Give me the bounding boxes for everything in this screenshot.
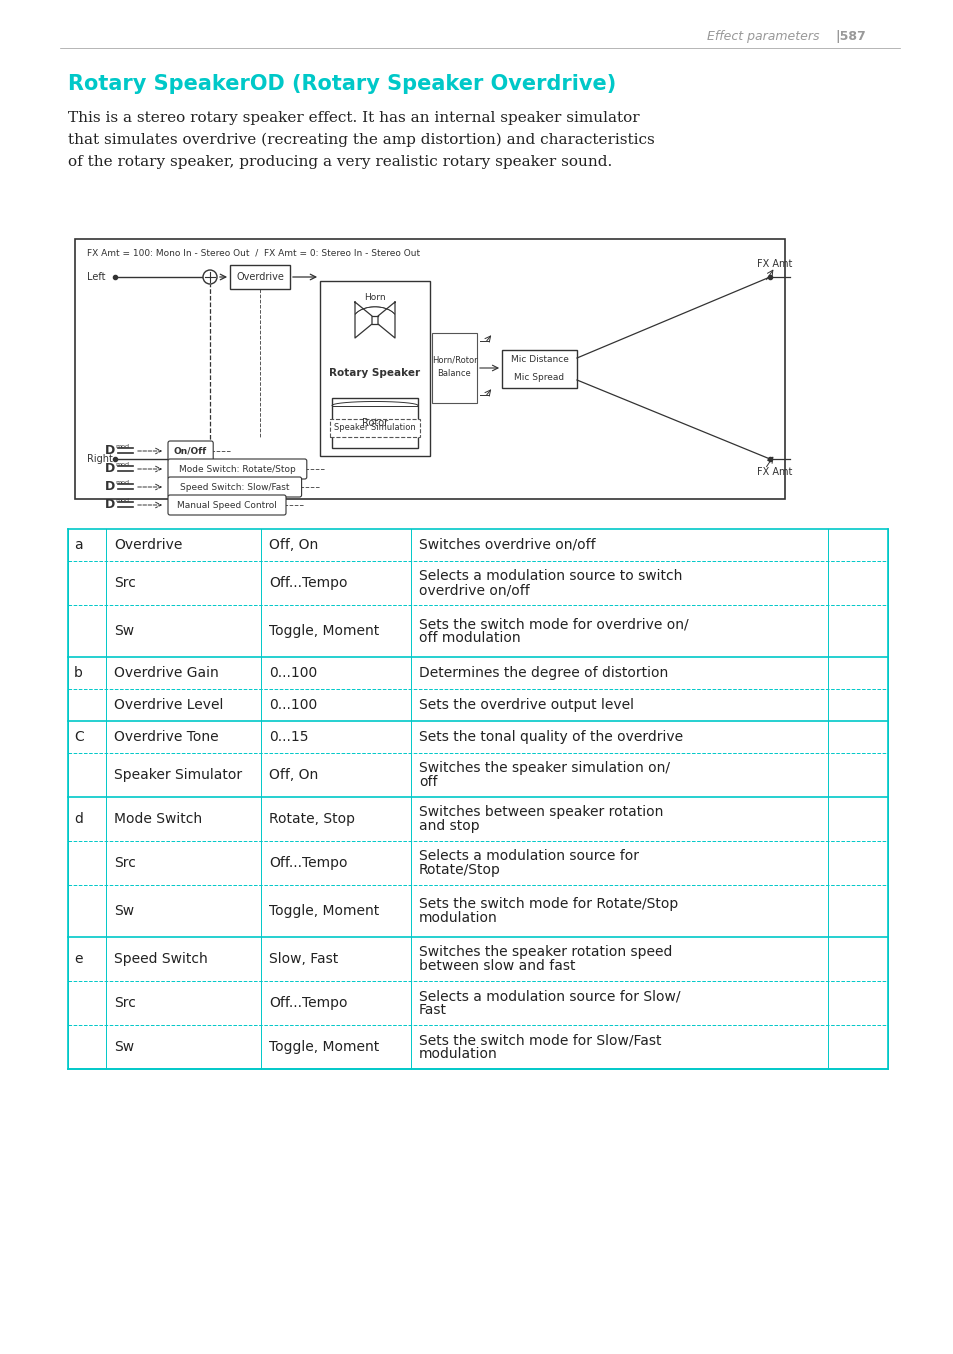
Text: d: d — [74, 812, 83, 826]
Text: On/Off: On/Off — [173, 447, 207, 455]
Bar — [432, 333, 476, 403]
Text: Horn/Rotor: Horn/Rotor — [432, 356, 476, 364]
Text: a: a — [74, 538, 83, 552]
Text: Right: Right — [87, 454, 112, 464]
Text: Sets the tonal quality of the overdrive: Sets the tonal quality of the overdrive — [418, 730, 682, 743]
Text: FX Amt = 100: Mono In - Stereo Out  /  FX Amt = 0: Stereo In - Stereo Out: FX Amt = 100: Mono In - Stereo Out / FX … — [87, 249, 419, 259]
Text: Speed Switch: Slow/Fast: Speed Switch: Slow/Fast — [180, 482, 290, 492]
FancyBboxPatch shape — [168, 496, 286, 515]
Text: Src: Src — [113, 997, 135, 1010]
Text: 0...100: 0...100 — [269, 666, 317, 680]
Text: Selects a modulation source for Slow/: Selects a modulation source for Slow/ — [418, 988, 679, 1003]
Text: Speaker Simulation: Speaker Simulation — [334, 424, 416, 432]
Text: Overdrive Tone: Overdrive Tone — [113, 730, 218, 743]
Text: Rotate/Stop: Rotate/Stop — [418, 862, 500, 877]
Text: overdrive on/off: overdrive on/off — [418, 584, 529, 597]
Text: Mode Switch: Mode Switch — [113, 812, 202, 826]
Text: Src: Src — [113, 856, 135, 871]
Text: Switches the speaker rotation speed: Switches the speaker rotation speed — [418, 945, 672, 959]
Text: Sw: Sw — [113, 624, 134, 638]
Bar — [332, 398, 417, 448]
FancyBboxPatch shape — [168, 459, 307, 479]
Text: Balance: Balance — [437, 370, 471, 379]
Text: Mic Spread: Mic Spread — [514, 374, 564, 382]
Text: Toggle, Moment: Toggle, Moment — [269, 624, 379, 638]
Text: Overdrive Gain: Overdrive Gain — [113, 666, 218, 680]
Text: Rotary Speaker: Rotary Speaker — [329, 368, 420, 378]
Text: Off...Tempo: Off...Tempo — [269, 997, 347, 1010]
Text: Slow, Fast: Slow, Fast — [269, 952, 338, 965]
Text: Selects a modulation source to switch: Selects a modulation source to switch — [418, 569, 681, 584]
Text: D: D — [105, 463, 115, 475]
Text: Determines the degree of distortion: Determines the degree of distortion — [418, 666, 667, 680]
Text: mod: mod — [115, 462, 129, 467]
Text: mod: mod — [115, 497, 129, 502]
Text: Speaker Simulator: Speaker Simulator — [113, 768, 242, 783]
Text: Switches between speaker rotation: Switches between speaker rotation — [418, 806, 662, 819]
Text: Effect parameters: Effect parameters — [707, 30, 820, 43]
Text: mod: mod — [115, 479, 129, 485]
Text: Fast: Fast — [418, 1003, 447, 1017]
Text: Mode Switch: Rotate/Stop: Mode Switch: Rotate/Stop — [179, 464, 295, 474]
Text: of the rotary speaker, producing a very realistic rotary speaker sound.: of the rotary speaker, producing a very … — [68, 154, 612, 169]
Bar — [75, 240, 784, 500]
Text: Switches overdrive on/off: Switches overdrive on/off — [418, 538, 595, 552]
Text: Rotor: Rotor — [361, 417, 388, 428]
Text: Speed Switch: Speed Switch — [113, 952, 208, 965]
Text: Selects a modulation source for: Selects a modulation source for — [418, 849, 639, 862]
Text: Overdrive: Overdrive — [113, 538, 182, 552]
Text: b: b — [74, 666, 83, 680]
Text: Mic Distance: Mic Distance — [510, 356, 568, 364]
Text: Sets the switch mode for Slow/Fast: Sets the switch mode for Slow/Fast — [418, 1033, 660, 1047]
Text: C: C — [74, 730, 84, 743]
Text: modulation: modulation — [418, 1047, 497, 1062]
Text: Toggle, Moment: Toggle, Moment — [269, 1040, 379, 1053]
Text: D: D — [105, 481, 115, 493]
Text: Off...Tempo: Off...Tempo — [269, 575, 347, 590]
Text: Manual Speed Control: Manual Speed Control — [177, 501, 276, 509]
Text: Overdrive: Overdrive — [235, 272, 284, 282]
Text: that simulates overdrive (recreating the amp distortion) and characteristics: that simulates overdrive (recreating the… — [68, 133, 654, 148]
Text: D: D — [105, 498, 115, 512]
Text: Rotate, Stop: Rotate, Stop — [269, 812, 355, 826]
Text: Off...Tempo: Off...Tempo — [269, 856, 347, 871]
Text: Rotary SpeakerOD (Rotary Speaker Overdrive): Rotary SpeakerOD (Rotary Speaker Overdri… — [68, 74, 616, 93]
Text: Sw: Sw — [113, 1040, 134, 1053]
Text: e: e — [74, 952, 82, 965]
Text: off: off — [418, 774, 437, 789]
Bar — [230, 265, 290, 288]
Text: mod: mod — [115, 444, 129, 448]
Text: FX Amt: FX Amt — [757, 259, 792, 269]
Text: FX Amt: FX Amt — [757, 467, 792, 477]
Text: Sw: Sw — [113, 904, 134, 918]
Text: 0...100: 0...100 — [269, 699, 317, 712]
Text: Toggle, Moment: Toggle, Moment — [269, 904, 379, 918]
Text: Sets the overdrive output level: Sets the overdrive output level — [418, 699, 634, 712]
Text: off modulation: off modulation — [418, 631, 520, 645]
Text: This is a stereo rotary speaker effect. It has an internal speaker simulator: This is a stereo rotary speaker effect. … — [68, 111, 639, 125]
FancyBboxPatch shape — [168, 441, 213, 460]
Text: 0...15: 0...15 — [269, 730, 308, 743]
Bar — [319, 280, 430, 455]
Text: Src: Src — [113, 575, 135, 590]
Text: and stop: and stop — [418, 819, 479, 833]
Text: Overdrive Level: Overdrive Level — [113, 699, 223, 712]
Text: Switches the speaker simulation on/: Switches the speaker simulation on/ — [418, 761, 669, 774]
Text: Horn: Horn — [364, 294, 385, 302]
Text: Left: Left — [87, 272, 106, 282]
Text: Sets the switch mode for Rotate/Stop: Sets the switch mode for Rotate/Stop — [418, 896, 678, 911]
Bar — [501, 349, 577, 389]
Text: Off, On: Off, On — [269, 768, 318, 783]
Text: D: D — [105, 444, 115, 458]
Text: Sets the switch mode for overdrive on/: Sets the switch mode for overdrive on/ — [418, 617, 688, 631]
Text: |587: |587 — [834, 30, 864, 43]
Text: modulation: modulation — [418, 911, 497, 925]
Text: between slow and fast: between slow and fast — [418, 959, 575, 974]
Bar — [330, 418, 419, 437]
FancyBboxPatch shape — [168, 477, 301, 497]
Text: Off, On: Off, On — [269, 538, 318, 552]
